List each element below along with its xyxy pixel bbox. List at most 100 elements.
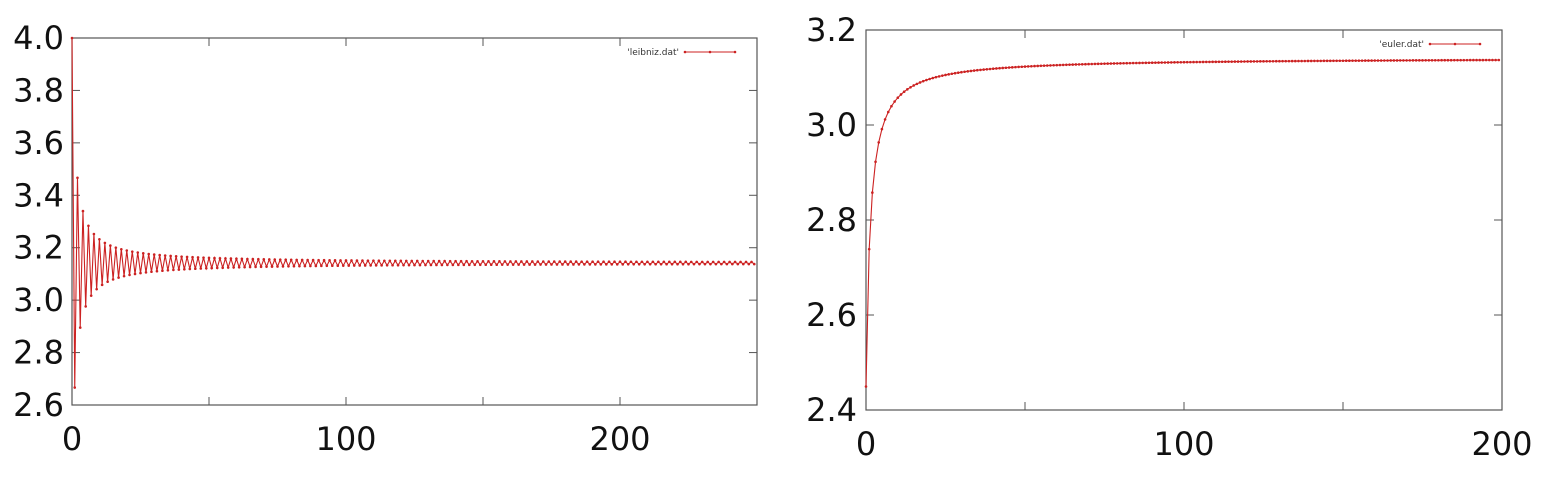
- data-point: [618, 260, 622, 264]
- data-point: [550, 263, 553, 266]
- data-point: [163, 254, 167, 257]
- data-point: [906, 88, 909, 91]
- data-point: [703, 262, 707, 266]
- data-point: [1262, 60, 1265, 63]
- data-point: [410, 259, 414, 263]
- data-point: [531, 260, 534, 263]
- data-point: [413, 263, 416, 267]
- data-point: [1138, 61, 1141, 65]
- data-point: [670, 262, 674, 266]
- legend: 'euler.dat': [1379, 40, 1482, 50]
- data-point: [739, 260, 742, 264]
- data-point: [267, 258, 271, 261]
- data-point: [555, 263, 559, 266]
- data-point: [533, 263, 537, 266]
- data-point: [183, 267, 186, 271]
- data-point: [648, 262, 652, 266]
- data-point: [141, 252, 145, 255]
- data-point: [736, 262, 740, 266]
- data-point: [915, 82, 919, 86]
- y-tick-label: 3.4: [13, 176, 64, 214]
- data-point: [1459, 58, 1462, 62]
- data-point: [237, 265, 241, 269]
- data-point: [404, 259, 408, 263]
- data-point: [372, 259, 375, 262]
- data-point: [358, 264, 362, 267]
- data-point: [446, 263, 449, 267]
- data-point: [909, 85, 912, 89]
- x-tick-label: 0: [62, 420, 82, 458]
- data-point: [210, 266, 214, 270]
- data-point: [1243, 60, 1246, 63]
- data-point: [646, 260, 649, 264]
- data-point: [966, 70, 970, 73]
- data-point: [902, 90, 906, 94]
- data-point: [374, 264, 378, 267]
- data-point: [273, 258, 277, 261]
- data-point: [1103, 62, 1106, 65]
- data-point: [528, 263, 531, 266]
- data-point: [117, 276, 120, 279]
- data-point: [468, 263, 471, 267]
- data-point: [1150, 61, 1154, 65]
- y-tick-label: 2.8: [806, 201, 857, 239]
- data-point: [725, 262, 729, 266]
- data-point: [1125, 61, 1129, 65]
- data-point: [328, 258, 331, 262]
- data-point: [684, 260, 688, 264]
- data-point: [407, 263, 411, 267]
- y-tick-label: 3.0: [806, 106, 857, 144]
- data-point: [380, 264, 383, 267]
- data-point: [1042, 64, 1046, 67]
- data-point: [1077, 63, 1081, 66]
- data-point: [1453, 58, 1456, 62]
- data-point: [733, 260, 737, 264]
- data-point: [544, 263, 548, 266]
- data-point: [1465, 58, 1469, 62]
- data-point: [1179, 60, 1183, 64]
- data-point: [1045, 64, 1049, 67]
- data-point: [1376, 59, 1380, 62]
- data-point: [1265, 60, 1268, 63]
- data-point: [615, 263, 619, 266]
- data-point: [1306, 59, 1310, 63]
- data-point: [624, 260, 627, 264]
- data-point: [953, 71, 957, 75]
- data-point: [257, 257, 260, 261]
- data-point: [459, 259, 463, 263]
- data-point: [103, 241, 107, 245]
- data-point: [1109, 62, 1113, 65]
- data-point: [1297, 59, 1300, 63]
- data-point: [1395, 59, 1399, 62]
- data-point: [1338, 59, 1342, 63]
- data-point: [361, 259, 364, 262]
- data-point: [262, 258, 266, 261]
- data-point: [950, 72, 954, 76]
- data-point: [128, 273, 131, 277]
- data-point: [585, 260, 589, 263]
- data-point: [333, 259, 337, 262]
- data-point: [1414, 59, 1418, 62]
- data-point: [676, 262, 679, 266]
- data-point: [443, 259, 446, 263]
- data-point: [941, 74, 944, 77]
- data-point: [960, 70, 963, 74]
- data-point: [298, 264, 301, 268]
- data-point: [988, 67, 992, 71]
- data-point: [78, 326, 82, 329]
- x-tick-label: 200: [1471, 425, 1532, 463]
- data-point: [1348, 59, 1351, 62]
- data-point: [569, 260, 572, 263]
- data-point: [673, 260, 677, 264]
- data-point: [322, 258, 326, 262]
- data-point: [185, 255, 189, 259]
- data-point: [1131, 61, 1135, 65]
- data-point: [1386, 59, 1389, 62]
- data-point: [681, 262, 685, 266]
- data-point: [489, 263, 493, 267]
- data-point: [495, 263, 499, 267]
- data-point: [265, 265, 268, 268]
- data-point: [1316, 59, 1319, 63]
- data-point: [637, 262, 641, 266]
- data-point: [1494, 58, 1497, 62]
